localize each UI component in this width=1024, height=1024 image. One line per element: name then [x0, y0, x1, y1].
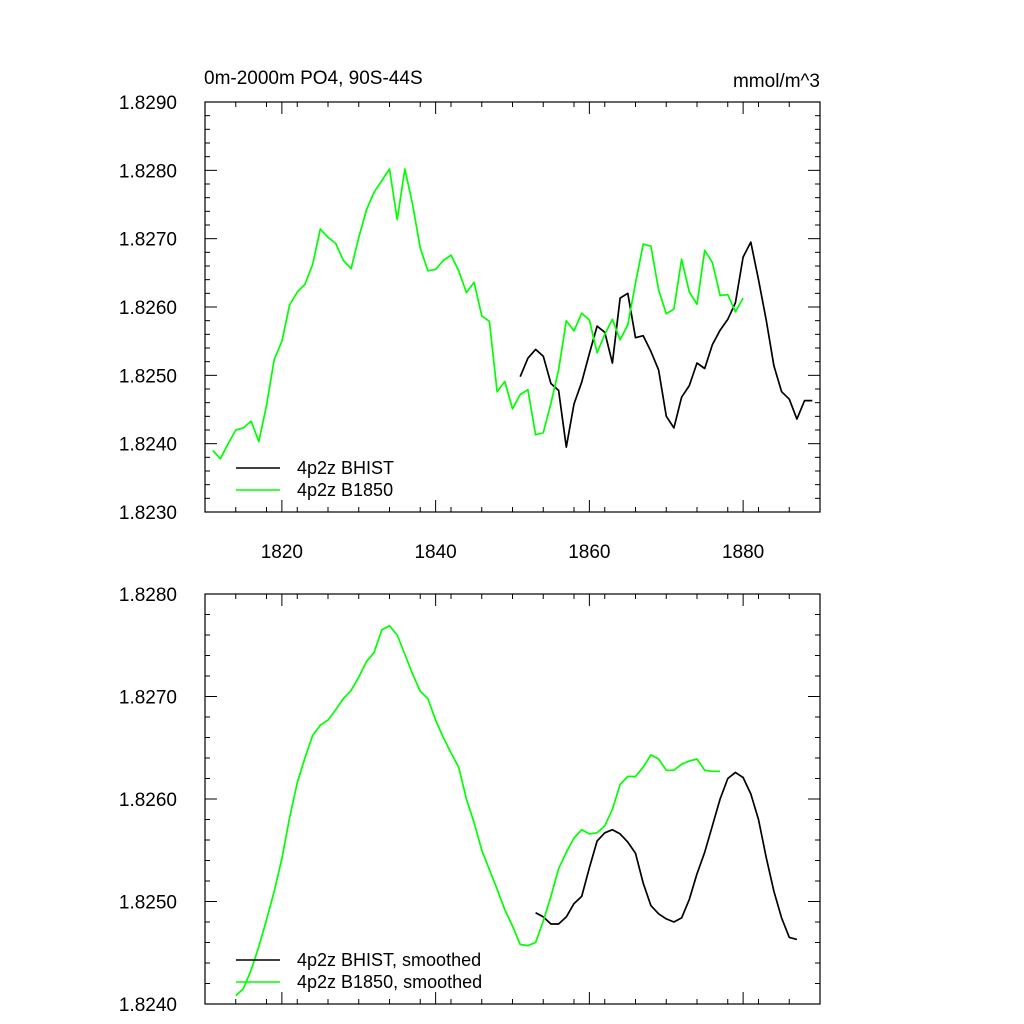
x-tick-label: 1840: [414, 542, 456, 563]
bottom-panel-series: [235, 624, 798, 997]
top-panel-legend: 4p2z BHIST 4p2z B1850: [236, 458, 394, 500]
top-panel: 0m-2000m PO4, 90S-44S mmol/m^3 1820 1840 1…: [119, 68, 821, 563]
bottom-panel: 1.8240 1.8250 1.8260 1.8270 1.8280 4p2z BHIS…: [119, 585, 821, 1016]
legend-label-b1850-smoothed: 4p2z B1850, smoothed: [297, 972, 482, 992]
y-tick-label: 1.8260: [119, 298, 177, 319]
x-tick-label: 1860: [568, 542, 610, 563]
y-tick-label: 1.8260: [119, 790, 177, 811]
y-tick-label: 1.8280: [119, 585, 177, 606]
bottom-panel-legend: 4p2z BHIST, smoothed 4p2z B1850, smoothe…: [236, 950, 482, 992]
top-panel-title: 0m-2000m PO4, 90S-44S: [204, 68, 423, 89]
legend-label-bhist-smoothed: 4p2z BHIST, smoothed: [297, 950, 481, 970]
y-tick-label: 1.8250: [119, 366, 177, 387]
top-panel-ticks: 1820 1840 1860 1880 1.8230 1.8240 1.8250 1.8260…: [119, 93, 821, 563]
series-line-bhist: [535, 771, 798, 941]
series-line-b1850: [235, 624, 721, 997]
y-tick-label: 1.8270: [119, 688, 177, 709]
y-tick-label: 1.8240: [119, 435, 177, 456]
y-tick-label: 1.8240: [119, 995, 177, 1016]
series-line-bhist: [519, 241, 813, 448]
y-tick-label: 1.8250: [119, 893, 177, 914]
x-tick-label: 1820: [261, 542, 303, 563]
bottom-panel-ticks: 1.8240 1.8250 1.8260 1.8270 1.8280: [119, 585, 821, 1016]
x-tick-label: 1880: [722, 542, 764, 563]
legend-label-b1850: 4p2z B1850: [297, 480, 393, 500]
y-tick-label: 1.8230: [119, 503, 177, 524]
y-tick-label: 1.8280: [119, 161, 177, 182]
bottom-panel-frame: [204, 593, 821, 1005]
top-panel-units: mmol/m^3: [733, 71, 820, 92]
legend-label-bhist: 4p2z BHIST: [297, 458, 394, 478]
top-panel-series: [212, 168, 813, 460]
series-line-b1850: [212, 168, 744, 460]
y-tick-label: 1.8290: [119, 93, 177, 114]
top-panel-frame: [204, 101, 821, 513]
y-tick-label: 1.8270: [119, 230, 177, 251]
